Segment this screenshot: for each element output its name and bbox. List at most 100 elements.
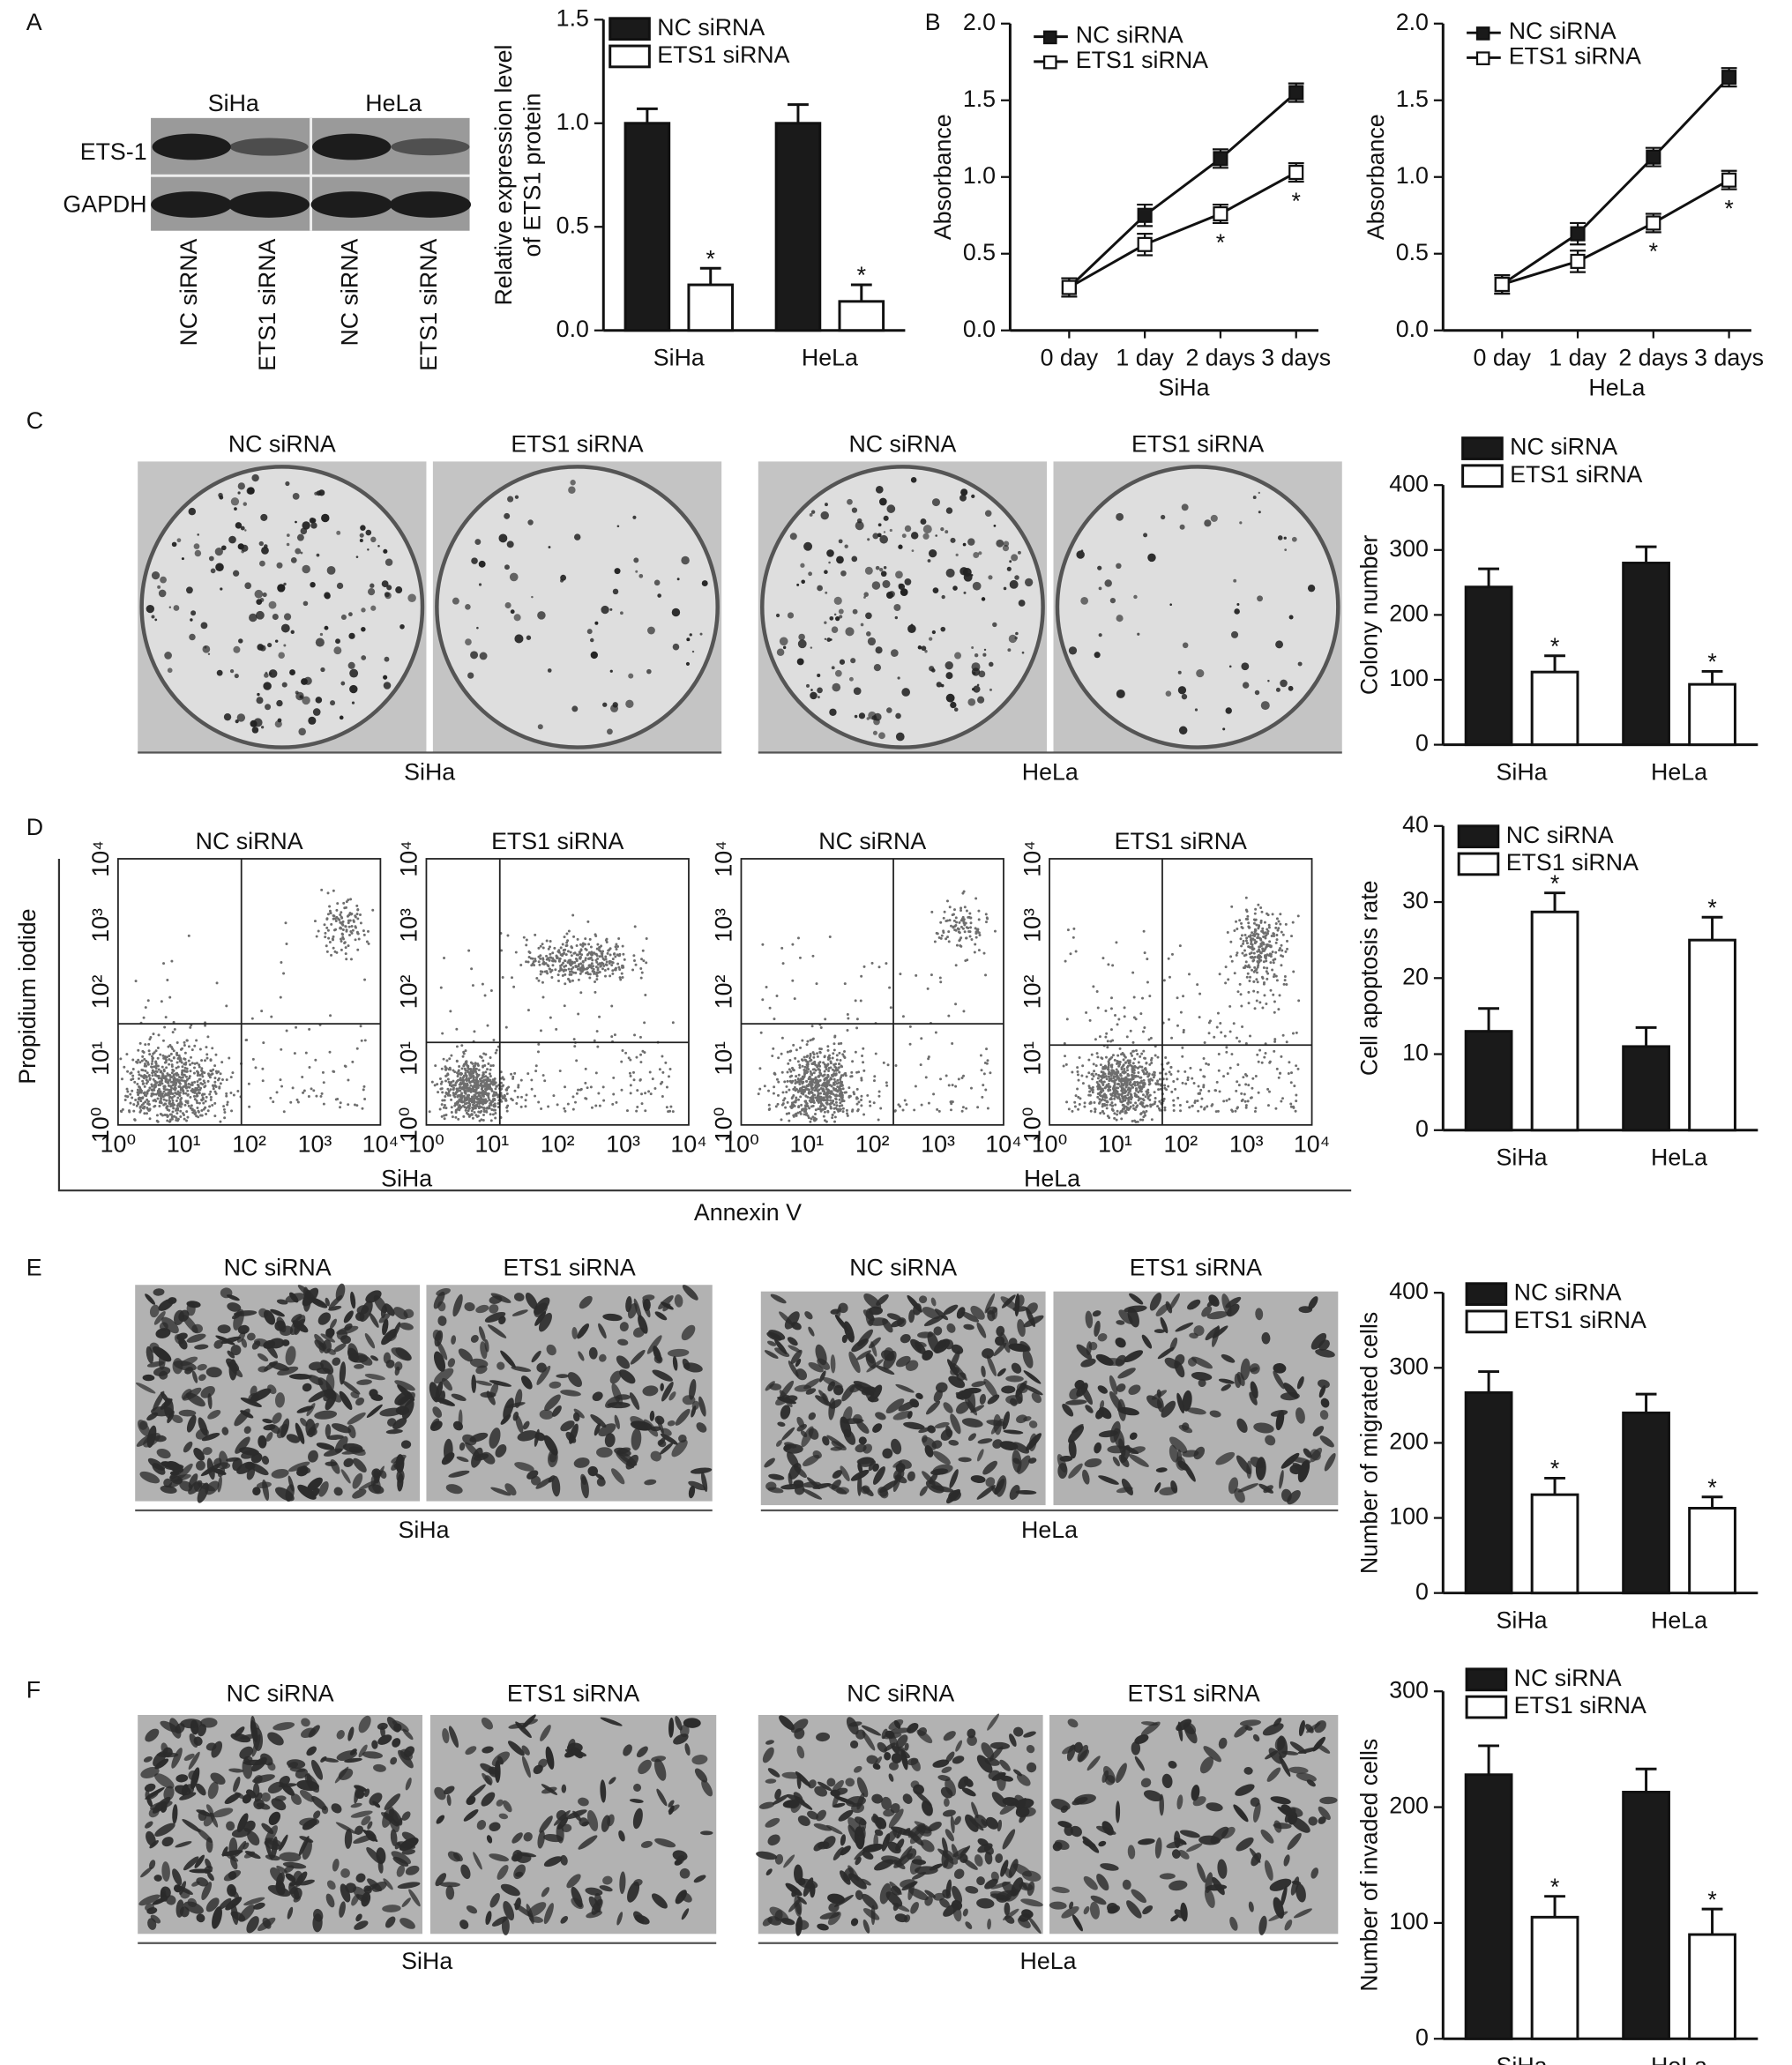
cell (801, 1426, 814, 1448)
cell (198, 1374, 206, 1382)
event-dot (587, 951, 591, 954)
event-dot (569, 960, 572, 964)
event-dot (261, 1079, 265, 1083)
event-dot (580, 953, 584, 957)
cell (176, 1332, 188, 1341)
event-dot (816, 1052, 819, 1055)
event-dot (479, 1082, 482, 1085)
event-dot (449, 1010, 452, 1013)
event-dot (158, 1087, 161, 1091)
cell (579, 1295, 593, 1309)
colony (257, 644, 265, 651)
event-dot (229, 1091, 233, 1094)
colony (268, 669, 278, 678)
cell (848, 1351, 861, 1374)
colony (910, 532, 919, 540)
colony (1006, 566, 1012, 571)
event-dot (180, 1078, 183, 1082)
colony (885, 591, 893, 599)
event-dot (362, 929, 365, 933)
event-dot (204, 1059, 207, 1062)
event-dot (465, 1077, 468, 1080)
colony (234, 674, 239, 679)
colony (1011, 554, 1019, 562)
cell (796, 1416, 805, 1428)
event-dot (492, 1039, 496, 1042)
cell (808, 1412, 817, 1420)
event-dot (137, 1077, 140, 1080)
event-dot (803, 1068, 806, 1071)
event-dot (340, 937, 342, 941)
event-dot (447, 1090, 451, 1093)
event-dot (289, 1100, 293, 1104)
cell (907, 1471, 915, 1482)
colony (1196, 669, 1205, 678)
cell (879, 1489, 889, 1499)
event-dot (489, 1086, 492, 1090)
colony (509, 572, 519, 582)
colony (336, 582, 344, 590)
event-dot (182, 1085, 185, 1089)
event-dot (171, 1102, 175, 1106)
event-dot (577, 978, 580, 981)
cell (657, 1439, 667, 1448)
event-dot (355, 913, 359, 916)
event-dot (473, 1111, 476, 1115)
colony (265, 671, 268, 675)
image-title: ETS1 siRNA (503, 1254, 635, 1280)
colony (286, 533, 290, 537)
cell (808, 1361, 824, 1373)
cell (644, 1479, 657, 1486)
event-dot (474, 1085, 477, 1089)
event-dot (505, 1092, 509, 1096)
event-dot (223, 1116, 227, 1120)
event-dot (476, 1092, 480, 1095)
cell (227, 1302, 242, 1312)
event-dot (611, 958, 615, 961)
event-dot (505, 1109, 509, 1113)
event-dot (474, 1114, 478, 1117)
event-dot (165, 1066, 168, 1070)
cell (490, 1487, 511, 1496)
event-dot (873, 1075, 877, 1078)
colony (832, 682, 841, 692)
colony (963, 572, 973, 582)
event-dot (210, 1073, 213, 1077)
event-dot (559, 946, 563, 950)
event-dot (511, 976, 513, 980)
event-dot (478, 1077, 482, 1081)
lane-label: NC siRNA (175, 238, 202, 346)
event-dot (434, 1064, 437, 1068)
cell (951, 1344, 964, 1354)
cell (336, 1329, 348, 1340)
colony (1267, 680, 1270, 682)
event-dot (647, 1090, 651, 1093)
cell (205, 1480, 220, 1495)
colony (628, 673, 634, 679)
event-dot (609, 974, 612, 978)
colony (514, 495, 519, 499)
colony (262, 592, 267, 598)
event-dot (161, 1077, 165, 1079)
event-dot (530, 964, 534, 967)
event-dot (187, 934, 190, 937)
event-dot (481, 1092, 484, 1095)
event-dot (796, 1077, 800, 1081)
event-dot (142, 1077, 146, 1080)
event-dot (598, 962, 601, 965)
cell (178, 1409, 197, 1417)
event-dot (833, 1065, 837, 1069)
colony (808, 571, 812, 577)
event-dot (807, 1068, 810, 1071)
cell (1157, 1346, 1175, 1360)
colony (917, 645, 922, 650)
event-dot (365, 940, 369, 943)
cell (330, 1318, 337, 1330)
cell (488, 1324, 507, 1338)
event-dot (451, 1115, 454, 1119)
cell (277, 1366, 299, 1375)
cell (787, 1451, 799, 1468)
event-dot (195, 1099, 198, 1102)
event-dot (840, 1064, 843, 1068)
event-dot (448, 1066, 452, 1070)
